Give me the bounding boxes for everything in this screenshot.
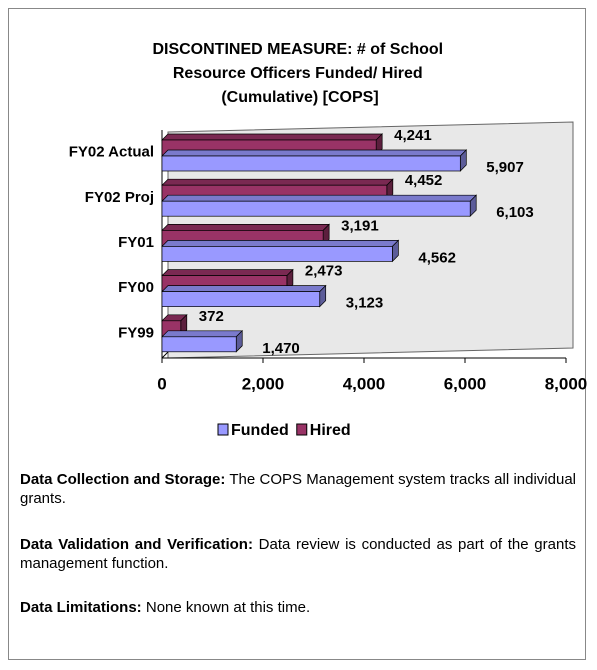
bar-top [161, 149, 468, 157]
bar-top [161, 285, 327, 292]
bar-top [161, 178, 394, 186]
legend-label: Hired [310, 422, 351, 439]
frame [8, 8, 586, 660]
data-label: 1,470 [262, 340, 300, 357]
bar-top [161, 240, 400, 247]
bar-top [161, 194, 478, 202]
bar [161, 336, 237, 353]
legend-swatch [217, 423, 229, 436]
chart-title: DISCONTINED MEASURE: # of School Resourc… [152, 41, 447, 106]
y-tick-label: FY02 Proj [85, 189, 154, 206]
bar-top [161, 330, 244, 338]
chart: DISCONTINED MEASURE: # of School Resourc… [69, 41, 588, 439]
note: Data Collection and Storage: The COPS Ma… [20, 470, 576, 508]
data-label: 3,191 [341, 217, 379, 234]
data-label: 3,123 [346, 295, 384, 312]
note-label: Data Collection and Storage: [20, 471, 226, 488]
y-tick-label: FY99 [118, 324, 154, 341]
note-text: Data review is conducted as part of the … [20, 536, 576, 572]
y-tick-label: FY00 [118, 279, 154, 296]
note-label: Data Validation and Verification: [20, 536, 253, 553]
legend-label: Funded [231, 422, 289, 439]
data-label: 372 [199, 308, 224, 325]
bar-top [161, 224, 330, 231]
y-tick-label: FY02 Actual [69, 144, 154, 161]
x-tick-label: 4,000 [343, 374, 386, 393]
note-text: The COPS Management system tracks all in… [20, 471, 576, 507]
data-label: 6,103 [496, 204, 534, 221]
bar-top [161, 269, 294, 276]
data-label: 5,907 [486, 159, 524, 176]
x-tick-label: 0 [157, 374, 166, 393]
x-tick-label: 2,000 [242, 374, 285, 393]
axis [161, 351, 169, 359]
x-tick-label: 6,000 [444, 374, 487, 393]
note-text: None known at this time. [145, 599, 311, 616]
data-label: 4,452 [405, 172, 443, 189]
bar [161, 291, 321, 307]
data-label: 4,241 [394, 127, 432, 144]
bar [161, 246, 393, 262]
legend-swatch [296, 423, 308, 436]
bar-top [161, 133, 384, 141]
y-tick-label: FY01 [118, 234, 154, 251]
note-label: Data Limitations: [20, 599, 142, 616]
x-tick-label: 8,000 [545, 374, 588, 393]
note: Data Limitations: None known at this tim… [20, 598, 576, 617]
bar [161, 200, 471, 217]
data-label: 2,473 [305, 263, 343, 280]
data-label: 4,562 [418, 249, 456, 266]
note: Data Validation and Verification: Data r… [20, 535, 576, 573]
bar [161, 155, 461, 172]
